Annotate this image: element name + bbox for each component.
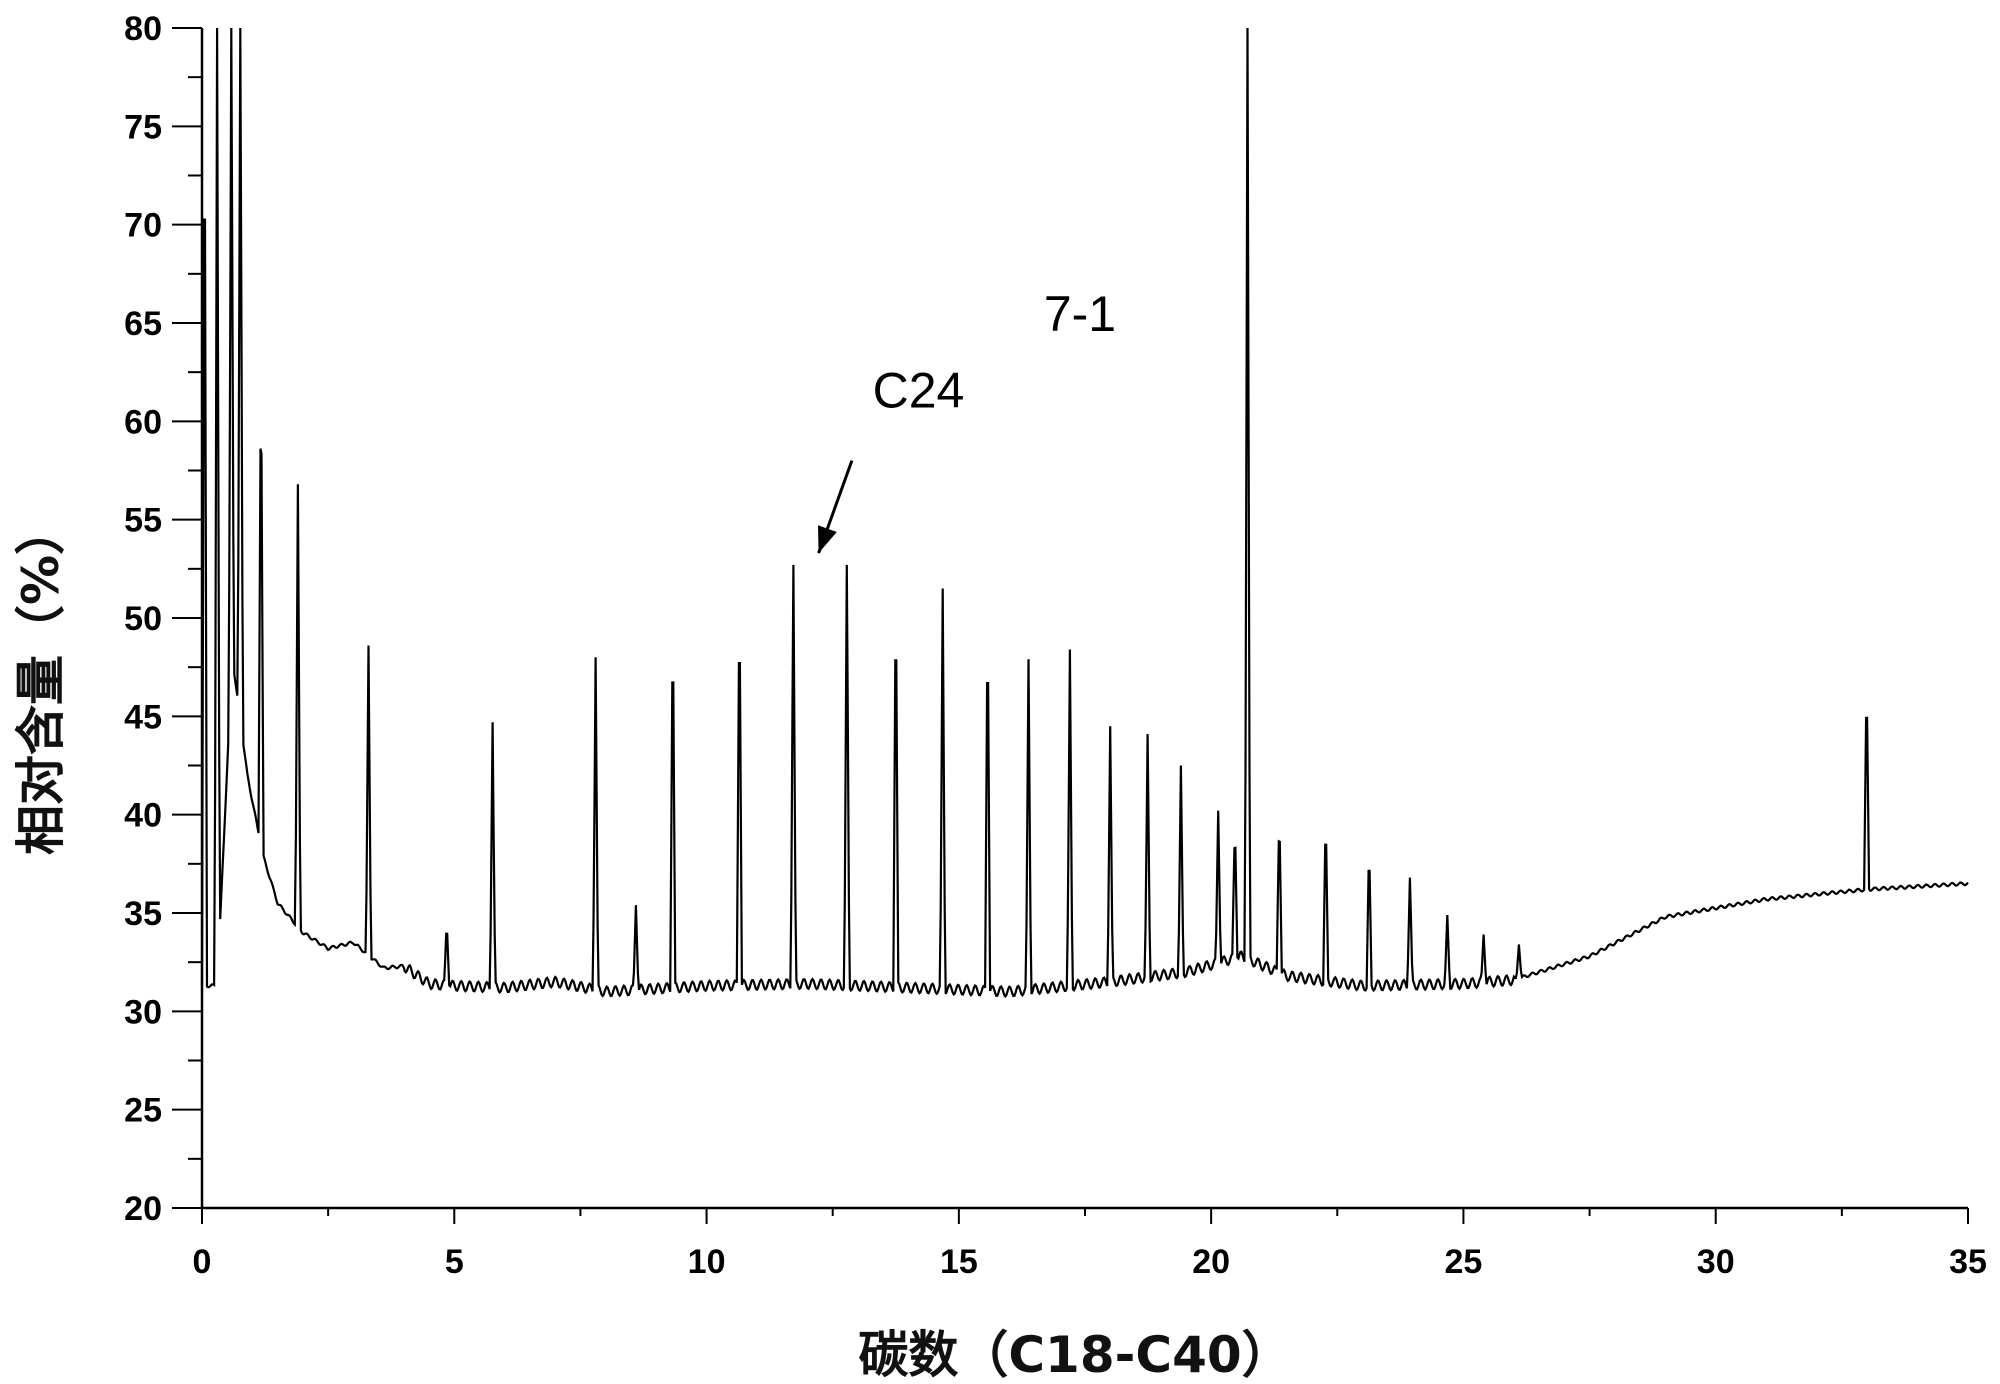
y-tick-label: 70: [124, 207, 162, 245]
y-tick-label: 55: [124, 502, 162, 540]
annotation-label-7-1: 7-1: [1044, 286, 1116, 342]
y-axis-title: 相对含量（%）: [12, 505, 70, 855]
x-tick-label: 10: [688, 1243, 726, 1281]
x-tick-label: 15: [940, 1243, 978, 1281]
y-tick-label: 25: [124, 1092, 162, 1130]
y-tick-label: 80: [124, 10, 162, 48]
y-tick-label: 30: [124, 993, 162, 1031]
x-tick-label: 25: [1445, 1243, 1483, 1281]
x-tick-label: 5: [445, 1243, 464, 1281]
chromatogram-trace: [200, 27, 1969, 999]
x-tick-label: 35: [1949, 1243, 1987, 1281]
axes: [200, 28, 1968, 1210]
x-tick-label: 30: [1697, 1243, 1735, 1281]
x-tick-label: 20: [1192, 1243, 1230, 1281]
y-tick-label: 50: [124, 600, 162, 638]
y-tick-label: 65: [124, 305, 162, 343]
y-tick-label: 35: [124, 895, 162, 933]
y-tick-label: 45: [124, 698, 162, 736]
arrowhead-icon: [817, 525, 837, 554]
x-tick-label: 0: [193, 1243, 212, 1281]
annotations: 7-1 C24: [817, 286, 1116, 554]
y-tick-label: 20: [124, 1190, 162, 1228]
y-tick-label: 75: [124, 108, 162, 146]
ticks: 20 25 30 35 40 45 50 55 60 65 70 75 80 0 5 10 15 20 25 30 35: [124, 10, 1987, 1281]
y-tick-label: 40: [124, 797, 162, 835]
annotation-label-c24: C24: [873, 363, 965, 419]
x-axis-title: 碳数（C18-C40）: [858, 1326, 1291, 1384]
y-tick-label: 60: [124, 403, 162, 441]
